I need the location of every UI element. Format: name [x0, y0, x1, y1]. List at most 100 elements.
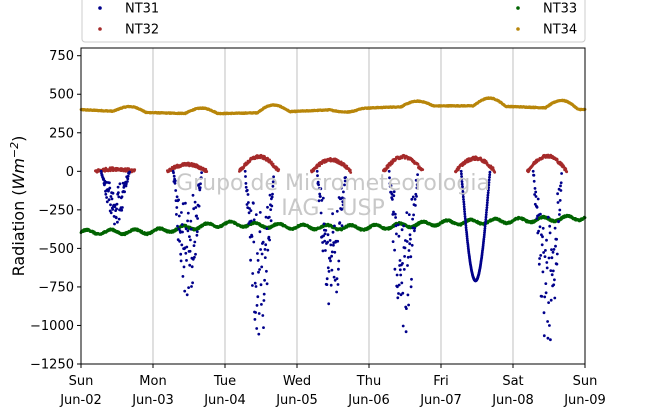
nt31-point: [189, 227, 193, 231]
nt31-point: [254, 213, 258, 217]
legend-marker: [98, 27, 102, 31]
nt31-point: [413, 197, 417, 201]
nt31-point: [264, 243, 268, 247]
nt31-point: [330, 250, 334, 254]
nt31-point: [551, 250, 555, 254]
nt31-point: [551, 269, 555, 273]
nt31-point: [263, 278, 266, 282]
nt31-point: [406, 255, 410, 259]
nt31-point: [553, 226, 557, 230]
nt31-point: [254, 285, 258, 288]
nt31-point: [391, 213, 395, 216]
nt31-point: [549, 298, 553, 302]
nt31-point: [548, 231, 552, 235]
nt31-point: [128, 170, 132, 174]
nt31-point: [254, 311, 257, 314]
nt31-point: [262, 292, 266, 296]
nt31-point: [485, 201, 489, 205]
nt31-point: [177, 214, 181, 218]
nt31-point: [401, 262, 404, 265]
nt31-point: [105, 196, 108, 199]
legend: NT31 NT32 NT33 NT34: [81, 0, 586, 43]
nt31-point: [555, 262, 559, 266]
nt31-point: [332, 243, 335, 247]
nt31-point: [117, 217, 121, 221]
nt31-point: [108, 181, 111, 185]
nt31-point: [395, 273, 399, 277]
watermark-line: IAG - USP: [281, 196, 384, 221]
nt31-point: [257, 332, 261, 336]
nt31-point: [323, 239, 327, 243]
nt31-point: [267, 215, 271, 219]
x-tick-day: Mon: [139, 374, 166, 389]
x-tick-day: Tue: [213, 374, 236, 389]
nt31-point: [462, 202, 466, 206]
nt31-point: [270, 195, 274, 199]
nt31-point: [541, 270, 545, 274]
nt31-point: [109, 203, 112, 207]
nt31-point: [181, 275, 185, 278]
nt31-point: [558, 199, 562, 202]
x-tick-day: Thu: [356, 374, 381, 389]
nt31-point: [532, 173, 536, 177]
nt31-point: [258, 230, 262, 234]
nt31-point: [547, 256, 551, 260]
y-tick-label: −500: [38, 242, 74, 257]
nt31-point: [391, 240, 395, 244]
nt31-point: [191, 281, 195, 285]
nt31-point: [253, 281, 257, 285]
nt31-point: [175, 206, 179, 209]
nt31-point: [252, 218, 256, 222]
nt31-point: [329, 283, 333, 287]
nt31-point: [484, 213, 488, 217]
nt31-point: [259, 283, 263, 287]
nt31-point: [172, 171, 175, 175]
nt31-point: [180, 211, 183, 214]
x-tick-date: Jun-03: [131, 393, 174, 408]
legend-box: [81, 0, 586, 43]
nt31-point: [552, 283, 556, 287]
nt31-point: [336, 283, 340, 286]
nt31-point: [410, 243, 414, 247]
nt31-point: [405, 240, 409, 243]
nt31-point: [404, 330, 408, 334]
x-tick-day: Sun: [573, 374, 598, 389]
nt31-point: [410, 197, 414, 201]
nt31-point: [402, 224, 405, 228]
nt31-point: [256, 252, 259, 255]
nt31-point: [249, 258, 253, 262]
nt31-point: [555, 237, 558, 241]
nt31-point: [120, 195, 124, 199]
nt31-point: [260, 252, 264, 256]
nt31-point: [542, 311, 546, 315]
nt31-point: [185, 293, 189, 297]
y-tick-label: −1250: [30, 358, 74, 373]
nt31-point: [462, 198, 465, 201]
nt31-point: [126, 180, 129, 183]
nt31-point: [546, 336, 550, 340]
nt31-point: [414, 204, 417, 207]
y-tick-label: 0: [66, 165, 74, 180]
nt31-point: [397, 292, 400, 295]
nt31-point: [265, 269, 268, 273]
nt31-point: [180, 243, 184, 247]
nt31-point: [197, 204, 201, 208]
nt31-point: [327, 270, 331, 273]
nt31-point: [559, 184, 562, 188]
nt31-point: [262, 326, 265, 329]
nt31-point: [406, 293, 410, 297]
nt31-point: [196, 217, 200, 220]
x-tick-day: Fri: [433, 374, 449, 389]
nt31-point: [262, 299, 266, 302]
nt31-point: [393, 212, 397, 216]
nt31-point: [126, 177, 130, 181]
nt31-point: [326, 233, 330, 237]
nt31-point: [260, 265, 264, 269]
nt31-point: [118, 182, 122, 186]
nt31-point: [393, 248, 396, 252]
x-axis: Sun Jun-02 Mon Jun-03 Tue Jun-04 Wed Jun-05 Thu J…: [59, 364, 606, 408]
legend-label: NT32: [125, 23, 159, 38]
nt31-point: [195, 230, 199, 234]
x-tick-day: Wed: [283, 374, 311, 389]
nt31-point: [252, 201, 255, 205]
